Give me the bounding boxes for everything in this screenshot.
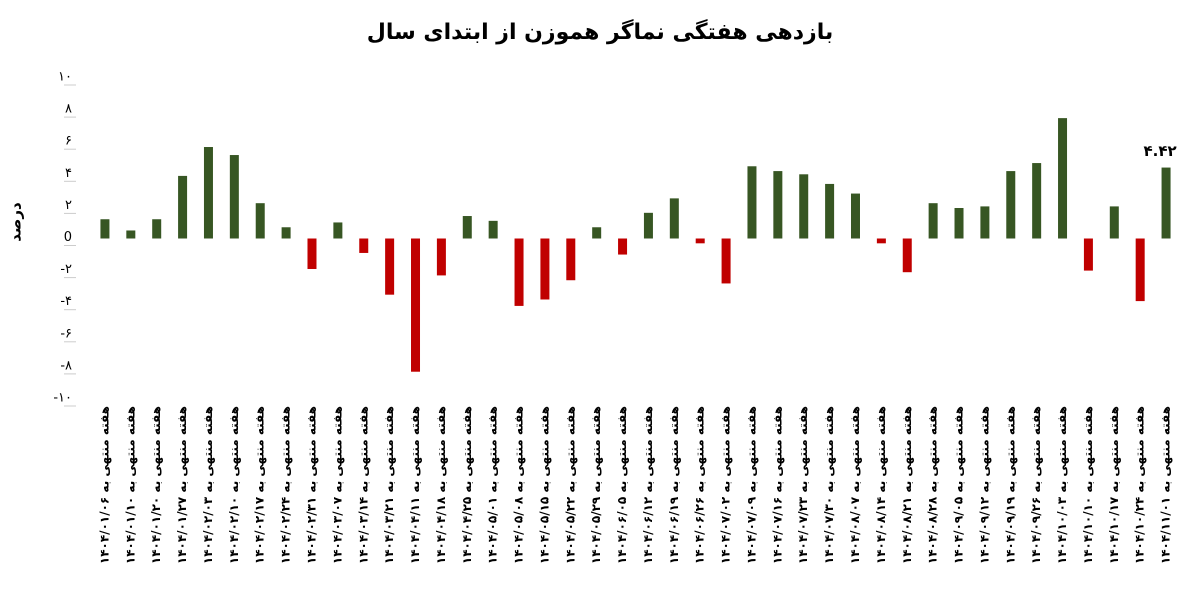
bar xyxy=(436,238,446,276)
bar xyxy=(902,238,912,273)
x-tick-label: هفته منتهی به ۱۴۰۴/۰۸/۱۴ xyxy=(874,406,888,564)
bar xyxy=(1058,118,1068,239)
bar xyxy=(385,238,395,295)
x-tick-label: هفته منتهی به ۱۴۰۴/۰۵/۲۹ xyxy=(589,406,603,564)
x-tick-label: هفته منتهی به ۱۴۰۴/۰۱/۲۰ xyxy=(149,406,163,564)
y-tick-label: ۲ xyxy=(65,198,72,213)
x-tick-label: هفته منتهی به ۱۴۰۴/۰۵/۰۱ xyxy=(486,406,500,564)
x-tick-label: هفته منتهی به ۱۴۰۴/۰۷/۱۶ xyxy=(770,406,784,564)
x-tick-label: هفته منتهی به ۱۴۰۴/۰۲/۰۳ xyxy=(201,406,215,564)
bar xyxy=(462,216,472,239)
y-tick-label: ۸ xyxy=(65,102,72,117)
bar xyxy=(1083,238,1093,271)
x-tick-label: هفته منتهی به ۱۴۰۴/۰۶/۱۲ xyxy=(641,406,655,564)
bar xyxy=(514,238,524,306)
bar xyxy=(850,193,860,239)
x-tick-label: هفته منتهی به ۱۴۰۴/۰۷/۳۰ xyxy=(822,406,836,564)
bar xyxy=(100,219,110,239)
x-tick-label: هفته منتهی به ۱۴۰۴/۰۸/۲۸ xyxy=(926,406,940,564)
bar xyxy=(747,166,757,239)
chart-title: بازدهی هفتگی نماگر هموزن از ابتدای سال xyxy=(367,18,833,45)
x-tick-label: هفته منتهی به ۱۴۰۴/۰۷/۲۳ xyxy=(796,406,810,564)
y-tick-label: 0 xyxy=(64,230,72,245)
bar xyxy=(1135,238,1145,302)
bar xyxy=(799,174,809,239)
bar xyxy=(876,238,886,244)
bar xyxy=(721,238,731,284)
x-tick-label: هفته منتهی به ۱۴۰۴/۰۶/۲۶ xyxy=(693,406,707,564)
bar xyxy=(1006,171,1016,239)
x-tick-label: هفته منتهی به ۱۴۰۴/۰۷/۰۹ xyxy=(744,406,758,564)
bar xyxy=(1161,167,1171,239)
bar xyxy=(773,171,783,239)
x-tick-label: هفته منتهی به ۱۴۰۴/۰۸/۰۷ xyxy=(848,406,862,564)
x-tick-label: هفته منتهی به ۱۴۰۴/۰۴/۱۸ xyxy=(434,406,448,564)
bar xyxy=(669,198,679,239)
y-tick-label: -۴ xyxy=(60,294,72,309)
x-tick-label: هفته منتهی به ۱۴۰۴/۰۳/۲۱ xyxy=(382,406,396,564)
bar xyxy=(488,220,498,239)
data-label: ۴.۴۲ xyxy=(1143,142,1176,160)
x-tick-label: هفته منتهی به ۱۴۰۴/۰۵/۱۵ xyxy=(537,406,551,564)
bar xyxy=(592,227,602,239)
bar xyxy=(643,212,653,239)
bar xyxy=(954,208,964,239)
x-tick-label: هفته منتهی به ۱۴۰۴/۰۱/۲۷ xyxy=(175,406,189,564)
x-tick-label: هفته منتهی به ۱۴۰۴/۰۴/۲۵ xyxy=(460,406,474,564)
bar xyxy=(255,203,265,239)
x-tick-label: هفته منتهی به ۱۴۰۴/۰۹/۱۹ xyxy=(1003,406,1017,564)
x-tick-label: هفته منتهی به ۱۴۰۴/۱۰/۲۴ xyxy=(1133,406,1147,564)
bar xyxy=(1109,206,1119,239)
x-tick-label: هفته منتهی به ۱۴۰۴/۰۱/۱۰ xyxy=(123,406,137,564)
y-tick-label: -۶ xyxy=(60,326,72,341)
x-tick-label: هفته منتهی به ۱۴۰۴/۱۰/۰۳ xyxy=(1055,406,1069,564)
x-tick-label: هفته منتهی به ۱۴۰۴/۰۲/۱۷ xyxy=(253,406,267,564)
bar xyxy=(1032,163,1042,239)
bar xyxy=(281,227,291,239)
x-tick-label: هفته منتهی به ۱۴۰۴/۰۶/۰۵ xyxy=(615,406,629,564)
bar xyxy=(980,206,990,239)
x-tick-label: هفته منتهی به ۱۴۰۴/۰۳/۰۷ xyxy=(330,406,344,564)
bar xyxy=(203,147,213,239)
x-tick-label: هفته منتهی به ۱۴۰۴/۱۰/۱۰ xyxy=(1081,406,1095,564)
bar xyxy=(825,183,835,239)
y-axis-label: درصد xyxy=(7,202,25,242)
x-tick-label: هفته منتهی به ۱۴۰۴/۰۶/۱۹ xyxy=(667,406,681,564)
x-tick-label: هفته منتهی به ۱۴۰۴/۰۹/۰۵ xyxy=(952,406,966,564)
x-tick-label: هفته منتهی به ۱۴۰۴/۱۰/۱۷ xyxy=(1107,406,1121,564)
bar xyxy=(229,155,239,239)
bar xyxy=(695,238,705,244)
bar xyxy=(307,238,317,269)
x-tick-label: هفته منتهی به ۱۴۰۴/۰۲/۲۴ xyxy=(279,406,293,564)
x-tick-label: هفته منتهی به ۱۴۰۴/۰۲/۳۱ xyxy=(304,406,318,564)
bar xyxy=(928,203,938,239)
x-tick-label: هفته منتهی به ۱۴۰۴/۰۸/۲۱ xyxy=(900,406,914,564)
x-tick-label: هفته منتهی به ۱۴۰۴/۱۱/۰۱ xyxy=(1159,406,1173,564)
x-tick-label: هفته منتهی به ۱۴۰۴/۰۲/۱۰ xyxy=(227,406,241,564)
x-tick-label: هفته منتهی به ۱۴۰۴/۰۵/۰۸ xyxy=(512,406,526,564)
x-tick-label: هفته منتهی به ۱۴۰۴/۰۹/۲۶ xyxy=(1029,406,1043,564)
bar xyxy=(126,230,136,239)
bar xyxy=(152,219,162,239)
y-tick-label: ۴ xyxy=(65,166,72,181)
bar xyxy=(178,175,188,239)
bar xyxy=(333,222,343,239)
x-tick-label: هفته منتهی به ۱۴۰۴/۰۴/۱۱ xyxy=(408,406,422,564)
x-tick-label: هفته منتهی به ۱۴۰۴/۰۷/۰۲ xyxy=(719,406,733,564)
y-tick-label: ۶ xyxy=(65,134,72,149)
bar xyxy=(566,238,576,281)
y-tick-label: -۸ xyxy=(60,358,72,373)
y-tick-label: -۱۰ xyxy=(53,391,72,406)
bar xyxy=(540,238,550,300)
x-tick-label: هفته منتهی به ۱۴۰۴/۰۵/۲۲ xyxy=(563,406,577,564)
y-tick-label: -۲ xyxy=(60,262,72,277)
bar xyxy=(618,238,628,255)
bar xyxy=(359,238,369,253)
x-tick-label: هفته منتهی به ۱۴۰۴/۰۱/۰۶ xyxy=(97,406,111,564)
x-tick-label: هفته منتهی به ۱۴۰۴/۰۹/۱۲ xyxy=(977,406,991,564)
y-tick-label: ۱۰ xyxy=(58,70,72,85)
x-tick-label: هفته منتهی به ۱۴۰۴/۰۳/۱۴ xyxy=(356,406,370,564)
bar xyxy=(411,238,421,372)
